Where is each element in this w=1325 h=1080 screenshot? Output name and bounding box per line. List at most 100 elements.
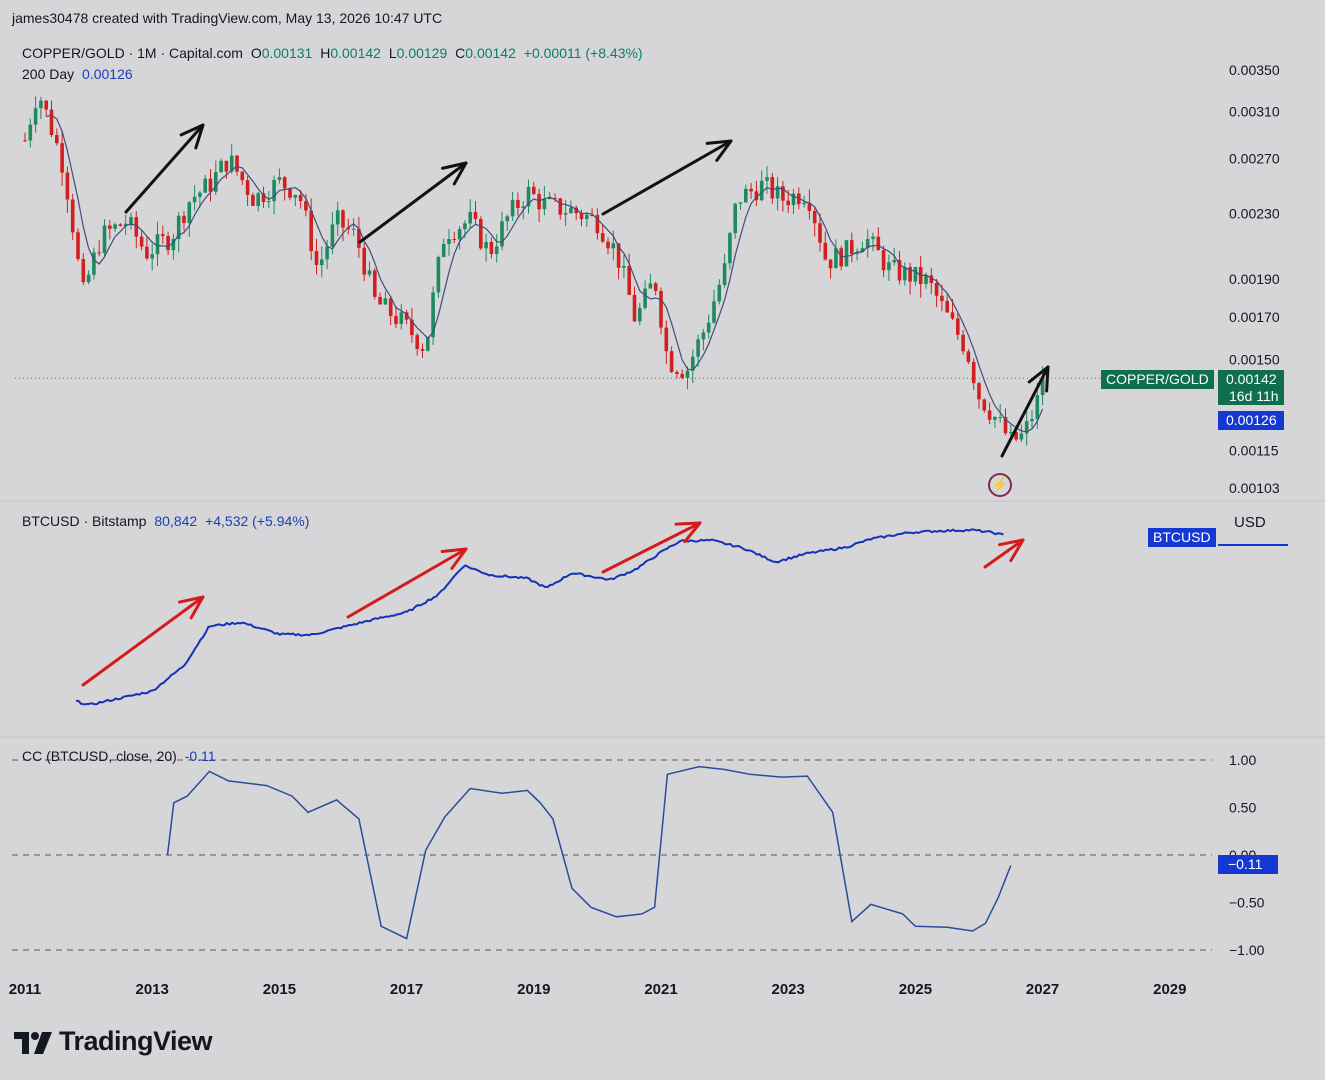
price-axis-tick: 0.00115 [1229, 442, 1279, 458]
candle-body [28, 124, 33, 141]
red-arrow [983, 538, 1025, 569]
candle-body [664, 327, 669, 352]
candle-body [579, 213, 584, 220]
red-arrow-shaft [81, 595, 205, 687]
alert-lightning-icon[interactable]: ⚡ [988, 473, 1012, 497]
candle-body [81, 259, 86, 283]
candle-body [828, 259, 833, 269]
candle-body [108, 225, 112, 229]
btc-symbol[interactable]: BTCUSD · Bitstamp [22, 513, 147, 529]
candle-body [415, 335, 419, 349]
tradingview-logo-text: TradingView [59, 1026, 213, 1056]
candle-body [436, 256, 441, 293]
candle-body [325, 246, 329, 260]
candle-body [399, 312, 404, 324]
candle-body [532, 186, 536, 194]
black-arrow-head [179, 123, 205, 150]
black-arrow-head [705, 139, 733, 162]
candle-body [245, 180, 250, 195]
candle-body [272, 179, 276, 202]
candle-body [934, 283, 939, 296]
candle-body [648, 283, 653, 289]
time-axis-tick: 2015 [263, 981, 296, 998]
candle-body [500, 221, 504, 247]
cc-value: -0.11 [184, 748, 216, 764]
close-value: 0.00142 [465, 45, 516, 61]
candle-body [251, 194, 255, 206]
candle-body [987, 410, 992, 420]
candle-body [293, 194, 298, 198]
candle-body [282, 177, 287, 189]
candle-body [807, 202, 812, 212]
candle-body [203, 178, 207, 193]
candle-body [860, 248, 865, 252]
time-axis-tick: 2029 [1153, 981, 1186, 998]
ma-legend: 200 Day 0.00126 [22, 66, 137, 82]
cc-axis-tick: 0.50 [1229, 800, 1256, 816]
candle-body [812, 211, 817, 224]
candle-body [357, 228, 361, 248]
btc-legend: BTCUSD · Bitstamp 80,842 +4,532 (+5.94%) [22, 513, 313, 529]
candle-body [362, 247, 366, 275]
candle-body [929, 275, 934, 284]
candle-body [161, 234, 165, 236]
black-arrow [358, 161, 468, 244]
candle-body [696, 339, 700, 357]
candle-body [166, 235, 170, 251]
open-value: 0.00131 [261, 45, 313, 61]
time-axis-tick: 2017 [390, 981, 423, 998]
candle-body [881, 250, 886, 271]
candle-body [569, 207, 573, 214]
candle-body [134, 217, 139, 237]
candle-body [1003, 417, 1008, 434]
candle-body [224, 160, 229, 172]
time-axis-tick: 2011 [9, 981, 42, 998]
tradingview-logo[interactable]: TradingView [14, 1026, 213, 1057]
black-arrow-shaft [358, 161, 468, 244]
candle-body [49, 109, 54, 136]
candle-body [320, 259, 324, 266]
candle-body [208, 178, 213, 192]
black-arrow-shaft [1000, 365, 1050, 458]
candle-body [510, 199, 515, 217]
candle-body [977, 383, 981, 400]
candle-body [171, 239, 176, 251]
candle-body [176, 215, 181, 240]
candle-body [314, 251, 319, 266]
black-arrow [124, 123, 205, 214]
candle-body [611, 243, 616, 249]
candle-body [240, 171, 245, 181]
candle-body [145, 246, 149, 259]
candle-body [102, 225, 107, 253]
candle-body [463, 223, 467, 230]
currency-label[interactable]: USD [1234, 514, 1266, 531]
candle-body [744, 188, 748, 203]
candle-body [182, 215, 186, 224]
candle-body [786, 200, 790, 206]
cc-title[interactable]: CC (BTCUSD, close, 20) [22, 748, 177, 764]
black-arrow-shaft [601, 139, 733, 216]
candle-body [118, 224, 123, 226]
candle-body [404, 312, 409, 320]
candle-body [770, 177, 775, 199]
candle-body [908, 266, 912, 282]
price-axis-tick: 0.00310 [1229, 103, 1280, 119]
close-label: C [455, 45, 466, 61]
candle-body [993, 417, 997, 420]
candle-body [113, 224, 117, 229]
black-arrow-head [441, 161, 468, 186]
candle-body [722, 263, 727, 285]
candle-body [961, 334, 965, 352]
ma-label[interactable]: 200 Day [22, 66, 75, 82]
candle-body [388, 298, 393, 316]
chart-credit: james30478 created with TradingView.com,… [12, 10, 443, 26]
candle-body [622, 266, 626, 268]
candle-body [966, 351, 971, 362]
countdown-label: 16d 11h [1229, 388, 1279, 404]
candle-body [627, 266, 631, 295]
moving-average-line [46, 114, 1044, 433]
copper-gold-symbol[interactable]: COPPER/GOLD · 1M · Capital.com [22, 45, 243, 61]
candle-body [1035, 395, 1040, 420]
time-axis-tick: 2013 [136, 981, 169, 998]
candle-body [547, 198, 552, 200]
